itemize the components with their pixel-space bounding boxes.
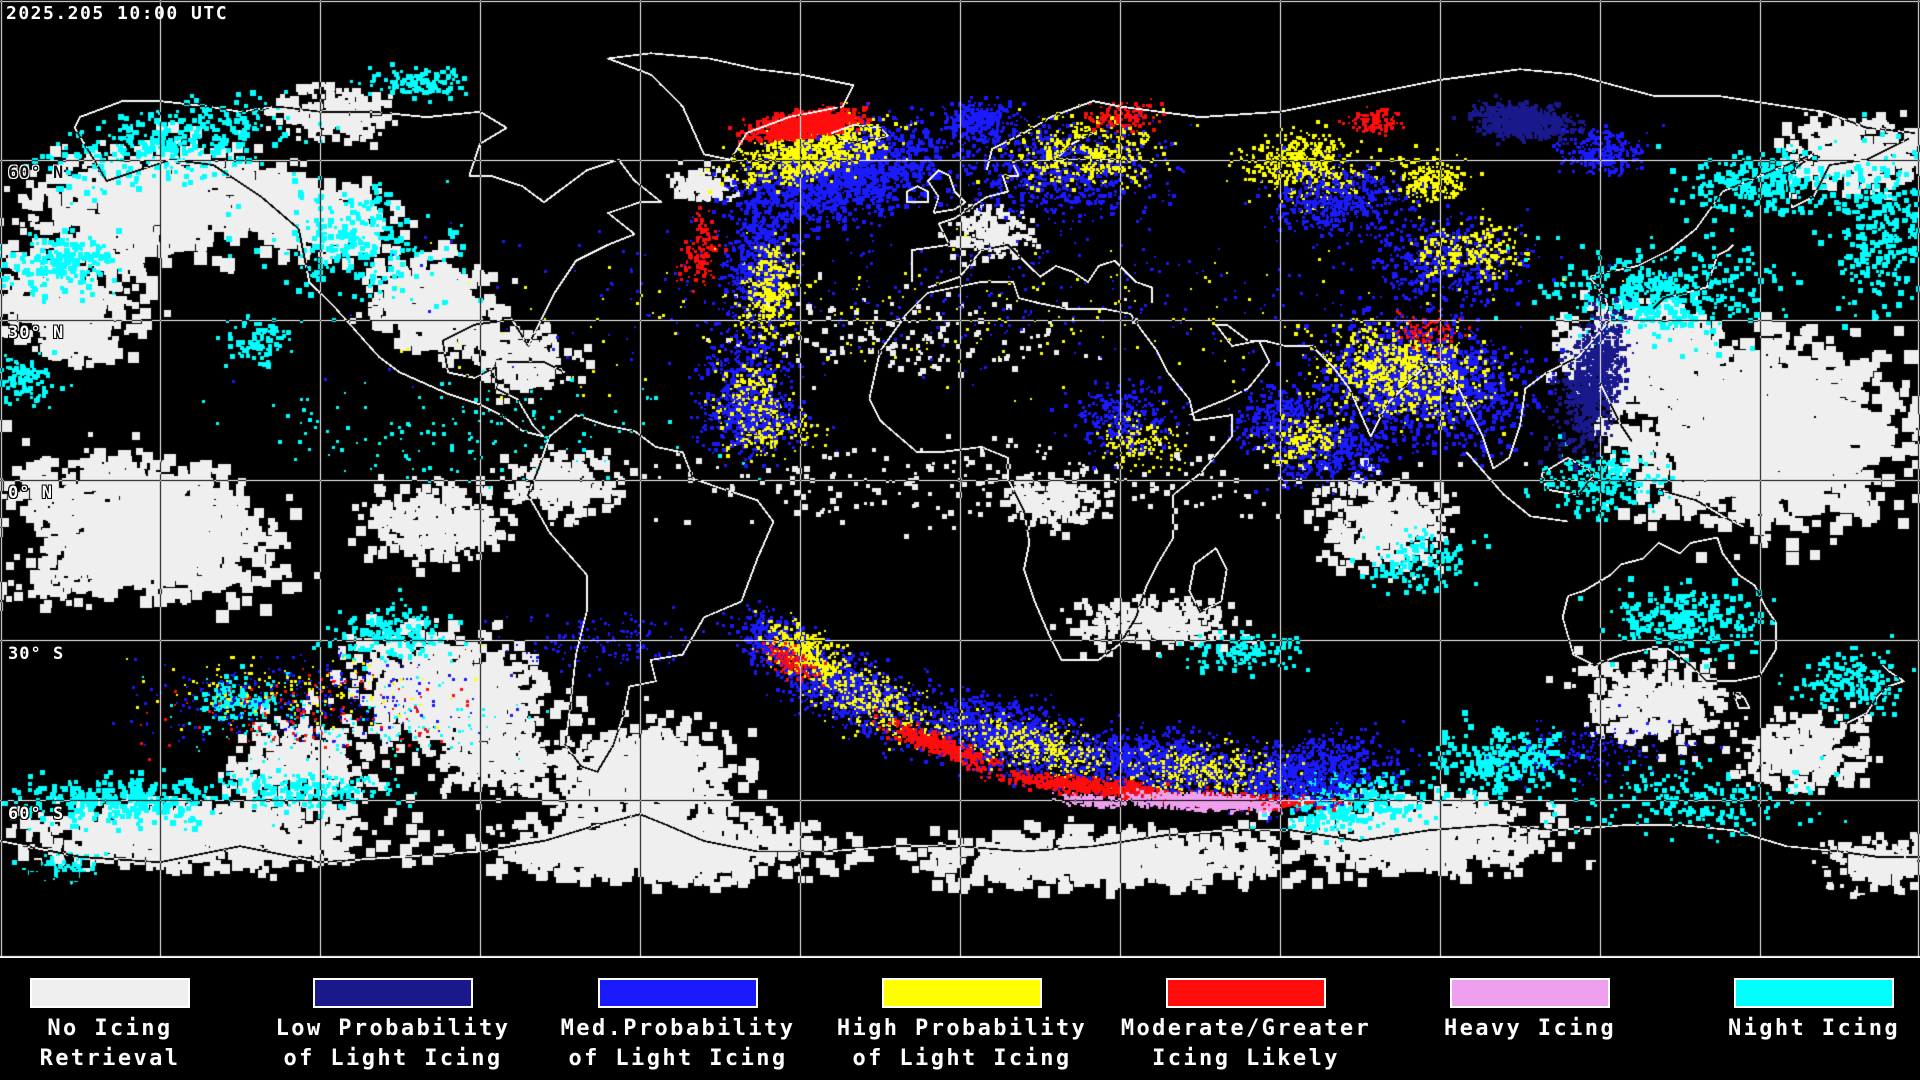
legend-item-moderate-greater: Moderate/Greater Icing Likely [1106, 978, 1386, 1074]
legend-item-heavy-icing: Heavy Icing [1390, 978, 1670, 1044]
legend-item-low-prob: Low Probability of Light Icing [253, 978, 533, 1074]
heavy-icing-swatch [1450, 978, 1610, 1008]
high-prob-swatch [882, 978, 1042, 1008]
legend-item-med-prob: Med.Probability of Light Icing [538, 978, 818, 1074]
night-icing-swatch [1734, 978, 1894, 1008]
timestamp-label: 2025.205 10:00 UTC [6, 3, 229, 24]
lat-label-30s: 30° S [8, 644, 65, 664]
legend-bar: No Icing Retrieval Low Probability of Li… [0, 958, 1920, 1080]
legend-label: Icing Likely [1152, 1046, 1340, 1071]
lat-label-60s: 60° S [8, 804, 65, 824]
lat-label-0n: 0° N [8, 483, 53, 503]
legend-label: of Light Icing [568, 1046, 788, 1071]
lat-label-60n: 60° N [8, 163, 65, 183]
legend-label: of Light Icing [283, 1046, 503, 1071]
global-icing-map-canvas [0, 0, 1920, 958]
legend-label: Low Probability [275, 1016, 511, 1041]
lat-label-30n: 30° N [8, 323, 65, 343]
legend-label: Heavy Icing [1443, 1016, 1617, 1041]
low-prob-swatch [313, 978, 473, 1008]
legend-item-night-icing: Night Icing [1674, 978, 1920, 1044]
legend-label: High Probability [836, 1016, 1088, 1041]
legend-label: Moderate/Greater [1120, 1016, 1372, 1041]
legend-label: Retrieval [39, 1046, 181, 1071]
moderate-greater-swatch [1166, 978, 1326, 1008]
legend-label: Med.Probability [560, 1016, 796, 1041]
legend-label: No Icing [47, 1016, 173, 1041]
no-icing-swatch [30, 978, 190, 1008]
med-prob-swatch [598, 978, 758, 1008]
legend-item-high-prob: High Probability of Light Icing [822, 978, 1102, 1074]
legend-label: Night Icing [1727, 1016, 1901, 1041]
legend-item-no-icing: No Icing Retrieval [0, 978, 250, 1074]
legend-label: of Light Icing [852, 1046, 1072, 1071]
